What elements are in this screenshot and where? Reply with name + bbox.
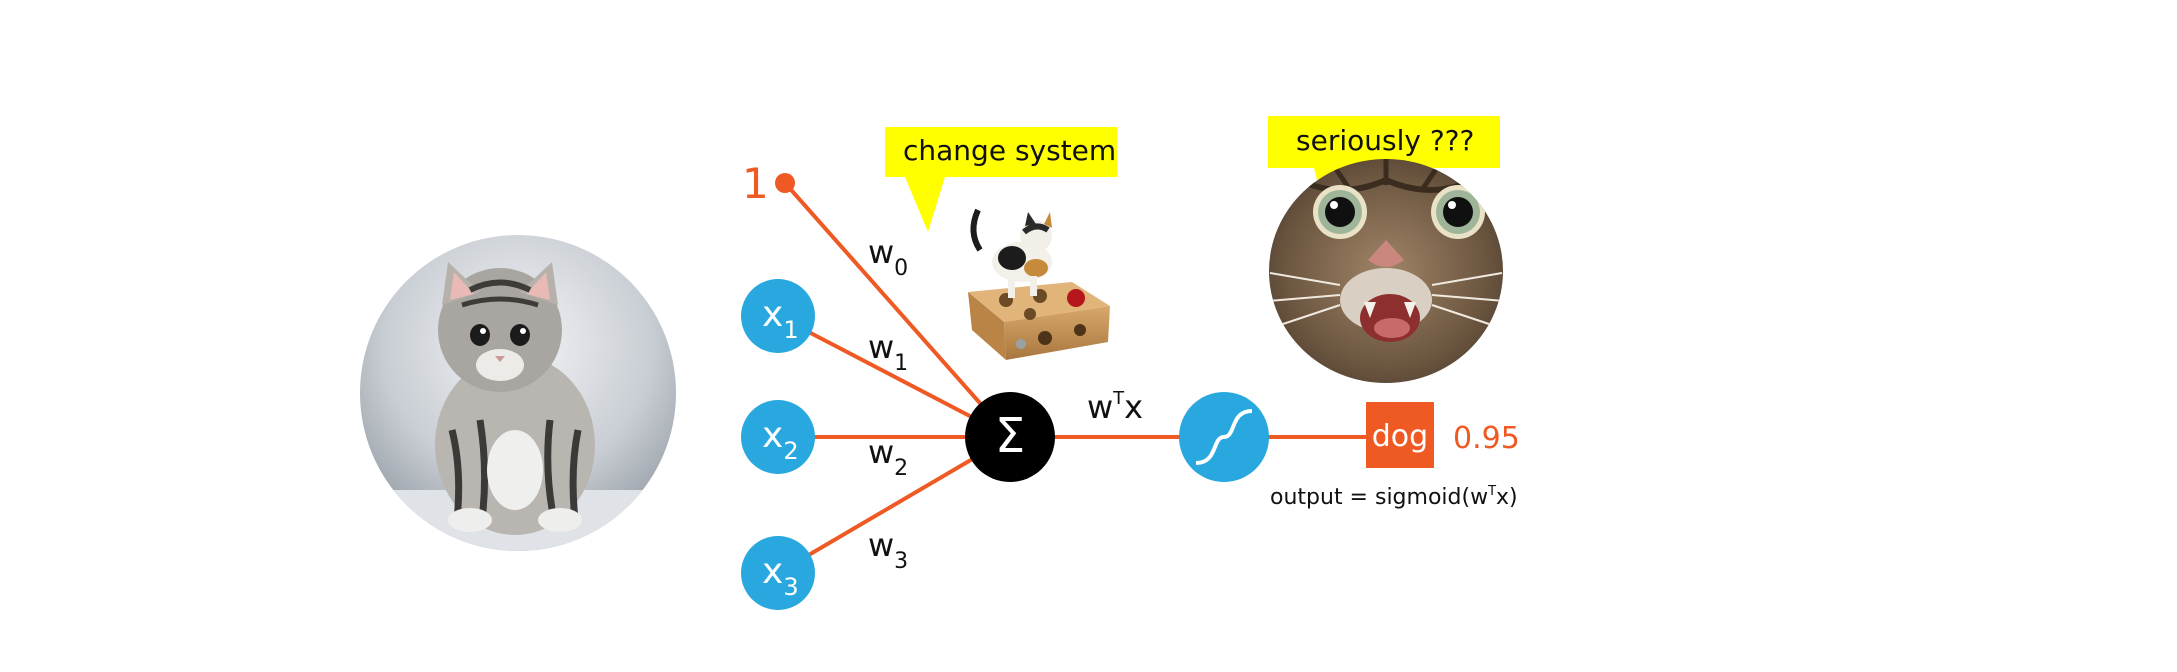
weight-label-w2: w2 <box>868 433 908 481</box>
kitten-photo <box>360 235 676 551</box>
bubble-text: seriously ??? <box>1296 124 1474 157</box>
bubble-text: change system <box>903 134 1116 167</box>
input-sub: 1 <box>783 316 798 344</box>
output-box <box>1366 402 1434 468</box>
output-formula: output = sigmoid(wTx) <box>1270 484 1518 510</box>
output-prob: 0.95 <box>1453 421 1520 456</box>
svg-text:x1: x1 <box>762 294 799 344</box>
input-label: x <box>762 294 783 335</box>
edge-bias <box>783 181 1012 439</box>
input-node-x3: x3 <box>741 536 815 610</box>
speech-bubble-left: change system <box>885 127 1117 232</box>
output-class: dog <box>1372 419 1428 454</box>
svg-text:x2: x2 <box>762 415 799 465</box>
input-node-x1: x1 <box>741 279 815 353</box>
input-label: x <box>762 415 783 456</box>
weight-label-w1: w1 <box>868 328 908 376</box>
dot-product-label: wTx <box>1087 388 1143 426</box>
input-node-x2: x2 <box>741 400 815 474</box>
sum-icon: Σ <box>995 408 1025 464</box>
bias-label: 1 <box>742 159 769 208</box>
sigmoid-icon <box>1195 409 1253 465</box>
sigmoid-node <box>1179 392 1269 482</box>
svg-text:x3: x3 <box>762 551 799 601</box>
sum-node: Σ <box>965 392 1055 482</box>
weight-label-w0: w0 <box>868 233 908 281</box>
bias-node <box>775 173 795 193</box>
surprised-cat-photo <box>1269 159 1503 383</box>
weight-label-w3: w3 <box>868 526 908 574</box>
input-sub: 2 <box>783 437 798 465</box>
input-label: x <box>762 551 783 592</box>
cat-puzzle-box-photo <box>968 208 1110 360</box>
input-sub: 3 <box>783 573 798 601</box>
